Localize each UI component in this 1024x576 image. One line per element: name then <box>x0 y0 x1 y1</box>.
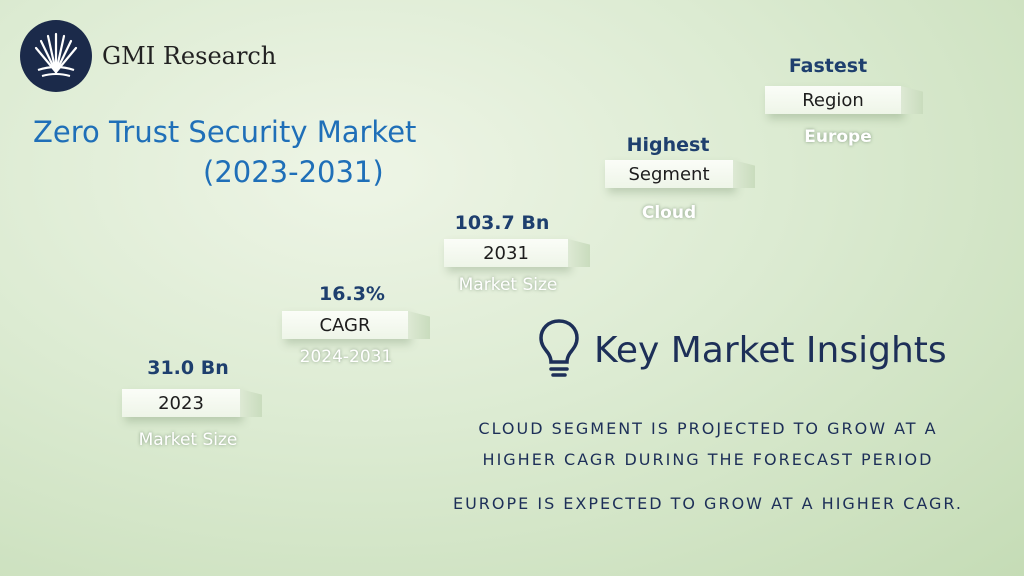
step-2-caption: 2024-2031 <box>299 347 393 367</box>
step-2-label: CAGR <box>319 314 371 336</box>
step-1-block: 2023 <box>122 389 240 417</box>
step-2-value: 16.3% <box>319 283 385 305</box>
brand-logo: GMI Research <box>20 20 276 92</box>
insights-heading-row: Key Market Insights <box>538 318 947 382</box>
title-line-1: Zero Trust Security Market <box>33 115 417 149</box>
insight-statement-cloud-line-2: HIGHER CAGR DURING THE FORECAST PERIOD <box>482 450 934 469</box>
step-3-value: 103.7 Bn <box>454 212 550 234</box>
step-5-caption: Europe <box>804 127 872 147</box>
step-3-label: 2031 <box>483 242 529 264</box>
step-5-label: Region <box>802 89 864 111</box>
step-1-value: 31.0 Bn <box>147 357 229 379</box>
insights-heading: Key Market Insights <box>594 329 947 371</box>
step-5-value: Fastest <box>788 55 868 77</box>
page-title: Zero Trust Security Market (2023-2031) <box>33 112 416 192</box>
step-1-caption: Market Size <box>138 430 238 450</box>
brand-name: GMI Research <box>102 42 277 70</box>
palm-fan-logo-icon <box>20 20 92 92</box>
insight-statement-cloud-line-1: CLOUD SEGMENT IS PROJECTED TO GROW AT A <box>478 419 938 438</box>
step-2-block: CAGR <box>282 311 408 339</box>
step-5-block: Region <box>765 86 901 114</box>
insight-statement-cloud: CLOUD SEGMENT IS PROJECTED TO GROW AT A … <box>388 413 1024 475</box>
insight-statement-europe: EUROPE IS EXPECTED TO GROW AT A HIGHER C… <box>452 494 964 513</box>
step-3-block: 2031 <box>444 239 568 267</box>
step-4-label: Segment <box>628 163 710 185</box>
lightbulb-icon <box>539 319 579 377</box>
step-4-value: Highest <box>626 134 710 156</box>
step-1-label: 2023 <box>158 392 204 414</box>
title-years: (2023-2031) <box>203 155 384 189</box>
step-3-caption: Market Size <box>458 275 558 295</box>
step-4-block: Segment <box>605 160 733 188</box>
step-4-caption: Cloud <box>641 203 697 223</box>
